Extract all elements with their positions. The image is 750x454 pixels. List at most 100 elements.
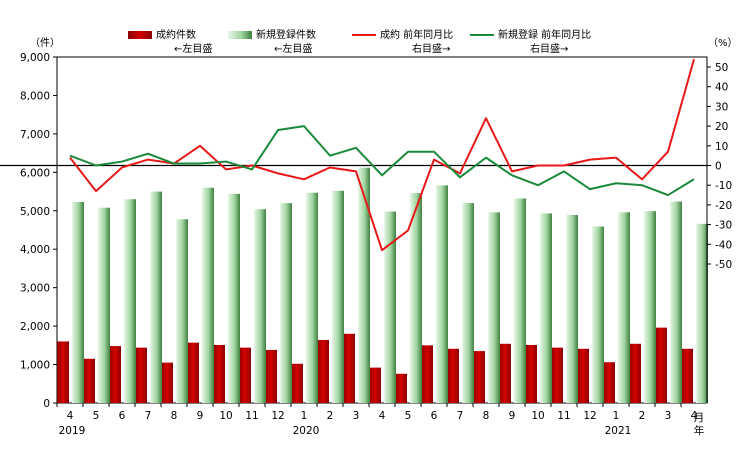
axes-layer: 0 1,000 2,000 3,000 4,000 5,000 6,000 7,000 8,00…: [20, 37, 738, 437]
x-axis-year-label: 2021: [605, 425, 632, 437]
x-axis-month-label: 1: [613, 410, 620, 422]
new-listings-yoy-line: [69, 125, 695, 197]
left-axis-tick-label: 8,000: [20, 90, 50, 102]
x-axis-month-label: 8: [483, 410, 490, 422]
contracts-bar: [187, 342, 199, 403]
bars-layer: [57, 167, 708, 403]
x-axis-year-label: 2020: [293, 425, 320, 437]
new-listings-bar: [696, 223, 708, 403]
x-axis-month-label: 10: [219, 410, 232, 422]
legend-axis-note: 右目盛→: [530, 42, 568, 55]
legend-swatch-1: [228, 31, 252, 39]
contracts-bar: [525, 344, 537, 403]
right-axis-unit: （%）: [708, 37, 738, 49]
x-axis-month-label: 11: [245, 410, 258, 422]
new-listings-bar: [488, 212, 500, 403]
x-axis-month-label: 9: [509, 410, 516, 422]
x-axis-month-label: 5: [405, 410, 412, 422]
legend-axis-note: ←左目盛: [274, 42, 312, 55]
legend-label: 成約件数: [156, 28, 196, 41]
x-axis-month-label: 3: [353, 410, 360, 422]
x-axis-month-label: 6: [431, 410, 438, 422]
new-listings-bar: [150, 191, 162, 403]
contracts-bar: [447, 348, 459, 403]
left-axis-tick-label: 9,000: [20, 52, 50, 64]
x-axis-unit-year: 年: [694, 424, 705, 437]
new-listings-bar: [72, 201, 84, 403]
right-axis-tick-label: -40: [715, 239, 732, 251]
x-axis-month-label: 6: [119, 410, 126, 422]
contracts-bar: [603, 362, 615, 403]
contracts-bar: [213, 344, 225, 403]
left-axis-tick-label: 5,000: [20, 206, 50, 218]
new-listings-bar: [358, 167, 370, 403]
legend-label: 新規登録件数: [256, 28, 316, 41]
right-axis-tick-label: -50: [715, 259, 732, 271]
new-listings-bar: [514, 198, 526, 403]
x-axis-month-label: 2: [639, 410, 646, 422]
left-axis-tick-label: 6,000: [20, 167, 50, 179]
new-listings-bar: [618, 212, 630, 403]
new-listings-bar: [592, 226, 604, 403]
left-axis-tick-label: 4,000: [20, 244, 50, 256]
new-listings-bar: [332, 190, 344, 403]
new-listings-bar: [462, 203, 474, 403]
legend-label: 新規登録 前年同月比: [498, 28, 591, 41]
contracts-bar: [551, 347, 563, 403]
contracts-bar: [343, 333, 355, 403]
left-axis-tick-label: 3,000: [20, 283, 50, 295]
contracts-bar: [629, 343, 641, 403]
x-axis-month-label: 1: [301, 410, 308, 422]
new-listings-bar: [280, 203, 292, 403]
new-listings-bar: [124, 199, 136, 403]
x-axis-month-label: 11: [557, 410, 570, 422]
new-listings-bar: [384, 211, 396, 403]
x-axis-month-label: 3: [665, 410, 672, 422]
contracts-bar: [135, 347, 147, 403]
x-axis-month-label: 5: [93, 410, 100, 422]
right-axis-tick-label: 10: [715, 141, 728, 153]
legend-axis-note: 右目盛→: [412, 42, 450, 55]
new-listings-bar: [436, 185, 448, 403]
x-axis-month-label: 8: [171, 410, 178, 422]
right-axis-tick-label: 20: [715, 121, 728, 133]
contracts-bar: [265, 349, 277, 403]
left-axis-tick-label: 7,000: [20, 129, 50, 141]
x-axis-month-label: 12: [271, 410, 284, 422]
contracts-bar: [499, 343, 511, 403]
left-axis-unit: （件）: [30, 37, 60, 49]
new-listings-bar: [566, 215, 578, 403]
right-axis-tick-label: -20: [715, 200, 732, 212]
x-axis-month-label: 7: [457, 410, 464, 422]
contracts-yoy-line: [69, 58, 695, 252]
x-axis-year-label: 2019: [59, 425, 86, 437]
right-axis-tick-label: -30: [715, 220, 732, 232]
contracts-bar: [577, 348, 589, 403]
new-listings-bar: [202, 187, 214, 403]
legend-label: 成約 前年同月比: [380, 28, 453, 41]
new-listings-bar: [228, 193, 240, 403]
new-listings-bar: [670, 201, 682, 403]
right-axis-tick-label: 0: [715, 161, 722, 173]
contracts-bar: [369, 367, 381, 403]
legend-axis-note: ←左目盛: [174, 42, 212, 55]
new-listings-bar: [306, 192, 318, 403]
contracts-bar: [109, 346, 121, 403]
contracts-bar: [655, 327, 667, 403]
right-axis-tick-label: 30: [715, 101, 728, 113]
new-listings-bar: [644, 211, 656, 403]
contracts-bar: [239, 347, 251, 403]
right-axis-tick-label: 40: [715, 82, 728, 94]
left-axis-tick-label: 0: [43, 398, 50, 410]
x-axis-month-label: 10: [531, 410, 544, 422]
x-axis-unit-month: 月: [694, 412, 705, 424]
contracts-bar: [421, 345, 433, 403]
x-axis-month-label: 7: [145, 410, 152, 422]
contracts-bar: [83, 358, 95, 403]
contracts-bar: [473, 351, 485, 403]
x-axis-month-label: 4: [67, 410, 74, 422]
new-listings-bar: [540, 213, 552, 403]
